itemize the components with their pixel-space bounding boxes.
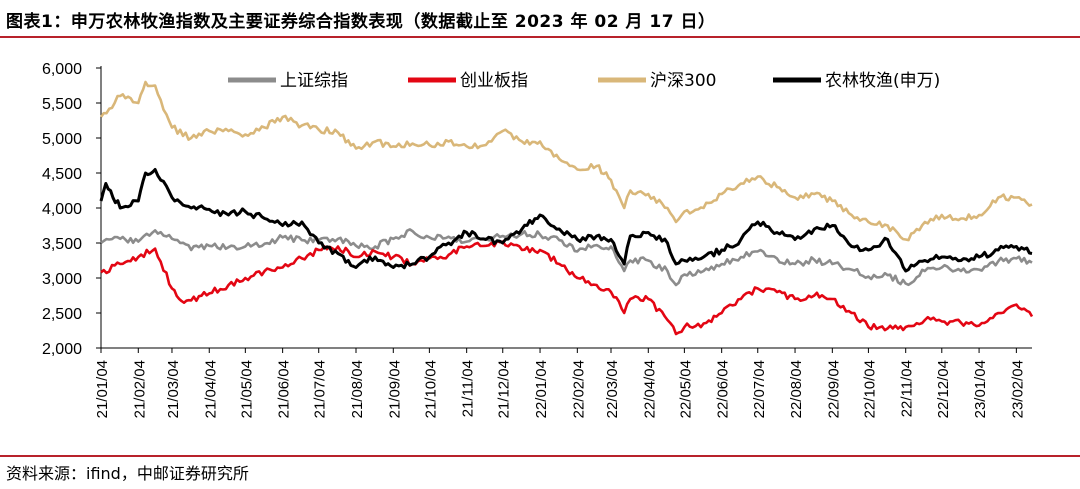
x-tick-label: 21/09/04 (386, 360, 403, 418)
x-tick-label: 21/10/04 (422, 360, 439, 418)
chart-title: 图表1：申万农林牧渔指数及主要证券综合指数表现（数据截止至 2023 年 02 … (6, 12, 716, 32)
x-tick-label: 22/09/04 (825, 360, 842, 418)
x-tick-label: 21/05/04 (238, 360, 255, 418)
x-tick-label: 21/11/04 (460, 360, 477, 417)
y-tick-label: 5,500 (42, 96, 82, 113)
x-tick-label: 21/12/04 (496, 360, 513, 418)
y-tick-label: 3,500 (42, 236, 82, 253)
title-divider (0, 36, 1080, 38)
x-tick-label: 23/01/04 (972, 360, 989, 418)
x-tick-label: 21/02/04 (131, 360, 148, 418)
legend-label-1: 上证综指 (280, 71, 348, 91)
legend: 上证综指 创业板指 沪深300 农林牧渔(申万) (228, 71, 940, 91)
x-tick-label: 22/12/04 (935, 360, 952, 418)
series-line-4 (99, 168, 1033, 273)
x-tick-label: 22/06/04 (715, 360, 732, 418)
x-tick-label: 22/07/04 (751, 360, 768, 418)
source-divider (0, 455, 1080, 457)
legend-label-2: 创业板指 (460, 71, 528, 91)
y-tick-label: 2,000 (42, 341, 82, 358)
line-chart: 2,000 2,500 3,000 3,500 4,000 4,500 5,000 5,500… (42, 61, 1034, 418)
source-note: 资料来源：ifind，中邮证券研究所 (6, 464, 249, 483)
x-tick-label: 22/10/04 (861, 360, 878, 418)
chart-axes: 2,000 2,500 3,000 3,500 4,000 4,500 5,000 5,500… (42, 61, 1032, 418)
x-tick-label: 22/03/04 (604, 360, 621, 418)
y-tick-label: 6,000 (42, 61, 82, 78)
x-tick-label: 22/08/04 (788, 360, 805, 418)
series-layer (99, 80, 1034, 336)
x-tick-label: 22/01/04 (533, 360, 550, 418)
x-tick-label: 21/06/04 (276, 360, 293, 418)
x-tick-label: 23/02/04 (1009, 360, 1026, 418)
x-tick-label: 21/03/04 (165, 360, 182, 418)
series-line-3 (99, 80, 1033, 242)
x-tick-label: 22/04/04 (641, 360, 658, 418)
y-tick-label: 3,000 (42, 271, 82, 288)
y-tick-label: 5,000 (42, 131, 82, 148)
y-tick-label: 4,000 (42, 201, 82, 218)
x-tick-label: 22/02/04 (570, 360, 587, 418)
x-tick-label: 22/11/04 (899, 360, 916, 417)
legend-label-3: 沪深300 (650, 71, 716, 91)
legend-label-4: 农林牧渔(申万) (825, 71, 940, 91)
y-tick-label: 4,500 (42, 166, 82, 183)
y-tick-label: 2,500 (42, 306, 82, 323)
series-line-1 (100, 228, 1033, 287)
x-tick-label: 21/08/04 (349, 360, 366, 418)
x-tick-label: 21/07/04 (312, 360, 329, 418)
x-tick-label: 21/01/04 (94, 360, 111, 418)
x-tick-label: 22/05/04 (677, 360, 694, 418)
series-line-2 (100, 239, 1034, 336)
x-tick-label: 21/04/04 (202, 360, 219, 418)
